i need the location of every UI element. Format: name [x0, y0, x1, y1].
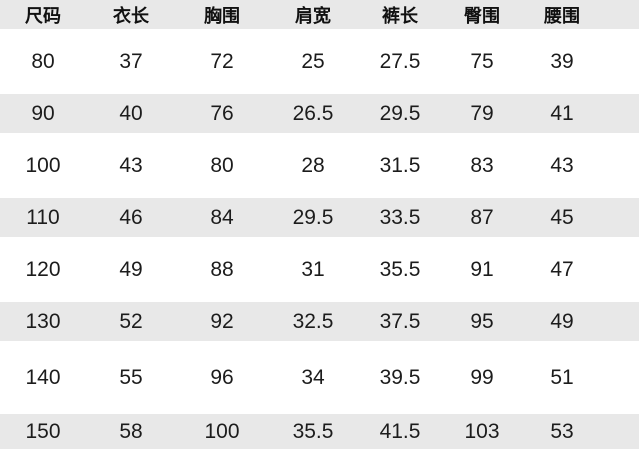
- cell-size: 90: [31, 101, 55, 125]
- table-row: 100 43 80 28 31.5 83 43: [0, 133, 639, 198]
- cell-pants: 29.5: [379, 101, 421, 125]
- cell-shoulder: 31: [301, 257, 325, 281]
- cell-length: 43: [119, 153, 143, 177]
- cell-size: 80: [31, 49, 55, 73]
- cell-waist: 39: [550, 49, 574, 73]
- cell-hip: 79: [470, 101, 494, 125]
- spacer-cell: [602, 414, 639, 449]
- cell-size: 150: [25, 419, 61, 443]
- spacer-cell: [602, 302, 639, 341]
- column-header-hip: 臀围: [464, 5, 500, 26]
- cell-length: 49: [119, 257, 143, 281]
- cell-shoulder: 34: [301, 365, 325, 389]
- cell-size: 100: [25, 153, 61, 177]
- table-row: 110 46 84 29.5 33.5 87 45: [0, 198, 639, 237]
- spacer-cell: [602, 0, 639, 29]
- column-header-length: 衣长: [113, 5, 149, 26]
- cell-length: 40: [119, 101, 143, 125]
- cell-size: 130: [25, 309, 61, 333]
- cell-chest: 100: [204, 419, 240, 443]
- cell-waist: 43: [550, 153, 574, 177]
- column-header-shoulder: 肩宽: [295, 5, 331, 26]
- cell-shoulder: 35.5: [292, 419, 334, 443]
- spacer-cell: [602, 94, 639, 133]
- column-header-pants: 裤长: [382, 5, 418, 26]
- table-row: 120 49 88 31 35.5 91 47: [0, 237, 639, 302]
- spacer-cell: [602, 133, 639, 198]
- cell-hip: 103: [464, 419, 500, 443]
- cell-pants: 35.5: [379, 257, 421, 281]
- cell-length: 55: [119, 365, 143, 389]
- spacer-cell: [602, 29, 639, 94]
- cell-size: 120: [25, 257, 61, 281]
- table-row: 80 37 72 25 27.5 75 39: [0, 29, 639, 94]
- cell-length: 46: [119, 205, 143, 229]
- column-header-waist: 腰围: [544, 5, 580, 26]
- cell-hip: 95: [470, 309, 494, 333]
- cell-chest: 88: [210, 257, 234, 281]
- cell-shoulder: 25: [301, 49, 325, 73]
- cell-chest: 92: [210, 309, 234, 333]
- cell-pants: 39.5: [379, 365, 421, 389]
- cell-length: 58: [119, 419, 143, 443]
- spacer-cell: [602, 198, 639, 237]
- cell-length: 52: [119, 309, 143, 333]
- cell-shoulder: 26.5: [292, 101, 334, 125]
- cell-pants: 41.5: [379, 419, 421, 443]
- table-row: 130 52 92 32.5 37.5 95 49: [0, 302, 639, 341]
- cell-waist: 51: [550, 365, 574, 389]
- cell-hip: 87: [470, 205, 494, 229]
- table-row: 150 58 100 35.5 41.5 103 53: [0, 414, 639, 449]
- cell-waist: 53: [550, 419, 574, 443]
- cell-waist: 41: [550, 101, 574, 125]
- cell-waist: 49: [550, 309, 574, 333]
- table-row: 140 55 96 34 39.5 99 51: [0, 341, 639, 414]
- column-header-chest: 胸围: [204, 5, 240, 26]
- cell-shoulder: 28: [301, 153, 325, 177]
- column-header-size: 尺码: [25, 5, 61, 26]
- cell-hip: 75: [470, 49, 494, 73]
- cell-shoulder: 32.5: [292, 309, 334, 333]
- cell-pants: 27.5: [379, 49, 421, 73]
- cell-pants: 33.5: [379, 205, 421, 229]
- spacer-cell: [602, 341, 639, 414]
- cell-pants: 37.5: [379, 309, 421, 333]
- cell-size: 110: [26, 205, 60, 229]
- cell-chest: 84: [210, 205, 234, 229]
- cell-length: 37: [119, 49, 143, 73]
- cell-hip: 83: [470, 153, 494, 177]
- cell-waist: 47: [550, 257, 574, 281]
- cell-chest: 76: [210, 101, 234, 125]
- cell-size: 140: [25, 365, 61, 389]
- cell-hip: 99: [470, 365, 494, 389]
- table-row: 90 40 76 26.5 29.5 79 41: [0, 94, 639, 133]
- cell-chest: 80: [210, 153, 234, 177]
- cell-shoulder: 29.5: [292, 205, 334, 229]
- cell-chest: 96: [210, 365, 234, 389]
- spacer-cell: [602, 237, 639, 302]
- cell-pants: 31.5: [379, 153, 421, 177]
- cell-hip: 91: [470, 257, 494, 281]
- header-row: 尺码 衣长 胸围 肩宽 裤长 臀围 腰围: [0, 0, 639, 29]
- cell-chest: 72: [210, 49, 234, 73]
- cell-waist: 45: [550, 205, 574, 229]
